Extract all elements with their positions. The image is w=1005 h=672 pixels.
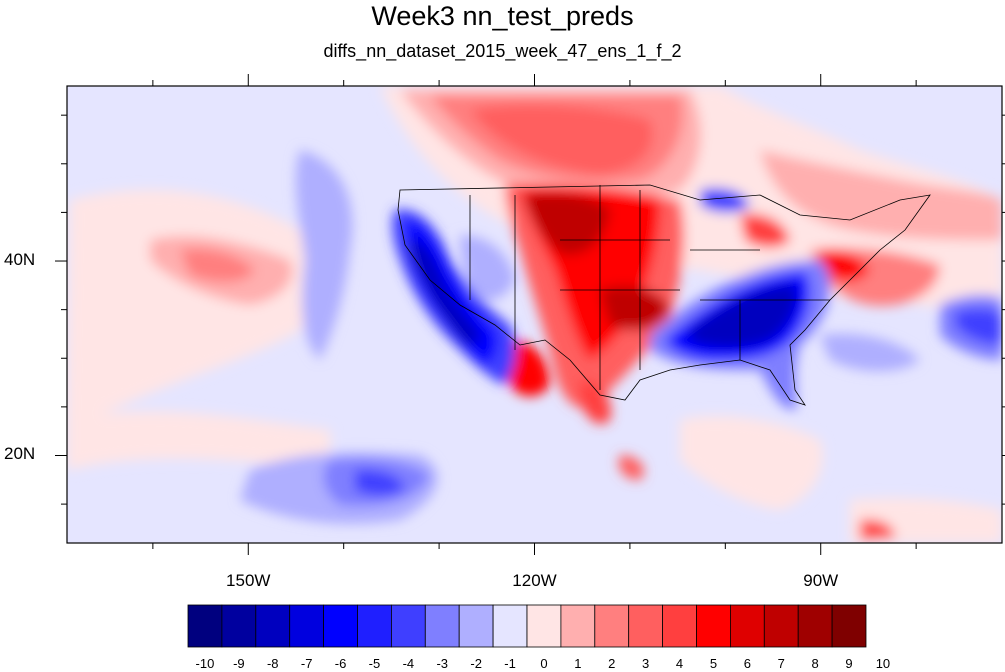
colorbar-label: -1 [504,656,516,671]
colorbar-swatch [390,604,426,648]
colorbar-swatch [323,604,358,648]
colorbar-label: -8 [266,656,279,671]
colorbar-label: 10 [875,656,891,671]
colorbar [187,604,867,648]
colorbar-label: 4 [675,656,684,671]
colorbar-label: 0 [540,656,548,671]
colorbar-swatch [763,604,799,648]
colorbar-swatch [730,604,765,648]
colorbar-swatch [594,604,630,648]
boundary-lines [397,184,931,406]
colorbar-label: -3 [436,656,449,671]
colorbar-swatch [424,604,460,648]
colorbar-label: 5 [709,656,718,671]
chart-subtitle: diffs_nn_dataset_2015_week_47_ens_1_f_2 [323,41,682,61]
colorbar-label: -9 [233,656,245,671]
colorbar-swatch [560,604,596,648]
colorbar-swatch [357,604,392,648]
colorbar-label: -4 [402,656,415,671]
colorbar-swatch [831,604,867,648]
colorbar-swatch [696,604,731,648]
colorbar-label: -2 [470,656,482,671]
colorbar-label: 2 [608,656,616,671]
colorbar-swatch [492,604,528,648]
colorbar-label: 8 [811,656,819,671]
colorbar-swatch [255,604,291,648]
latitude-label: 20N [4,444,36,464]
colorbar-swatch [628,604,664,648]
colorbar-label: 6 [743,656,751,671]
longitude-label: 150W [226,571,271,590]
colorbar-label: -10 [195,656,215,671]
colorbar-label: -7 [300,656,313,671]
colorbar-swatch [289,604,325,648]
colorbar-label: -6 [334,656,347,671]
colorbar-label: 1 [574,656,582,671]
colorbar-label: 3 [642,656,650,671]
colorbar-label: 7 [777,656,785,671]
longitude-label: 90W [803,571,839,590]
colorbar-swatch [526,604,562,648]
colorbar-swatch [187,604,223,648]
longitude-label: 120W [512,571,557,590]
colorbar-swatch [458,604,494,648]
anomaly-field [67,86,1002,543]
colorbar-swatch [797,604,833,648]
chart-title: Week3 nn_test_preds [371,1,634,31]
colorbar-label: -5 [368,656,381,671]
axis-ticks [55,74,1005,555]
colorbar-label: 9 [845,656,853,671]
colorbar-swatch [662,604,697,648]
latitude-label: 40N [4,250,36,270]
colorbar-swatch [221,604,257,648]
